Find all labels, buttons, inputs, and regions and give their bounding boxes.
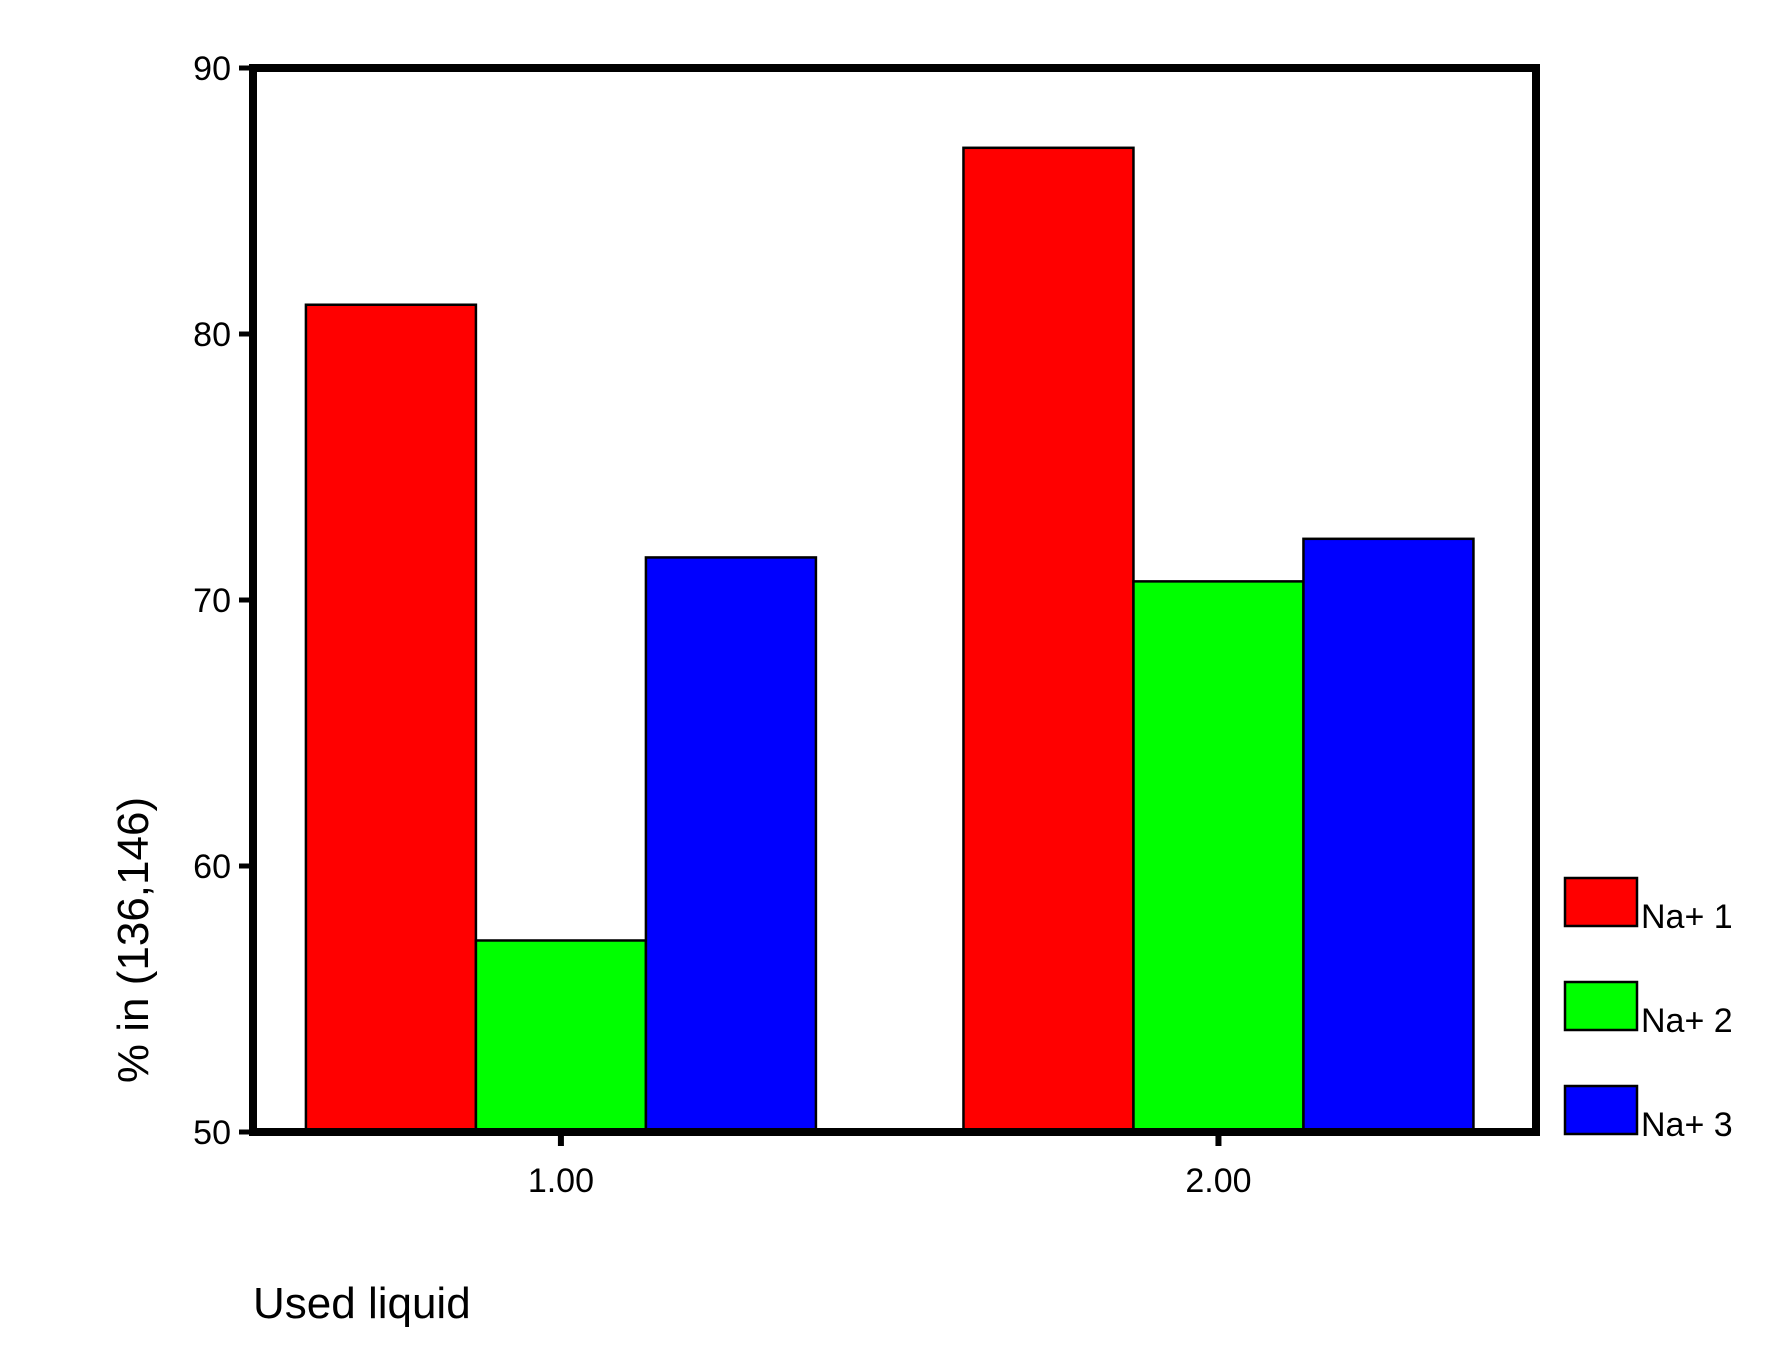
bars-layer [306, 148, 1474, 1132]
x-axis-title: Used liquid [253, 1279, 471, 1328]
bar-na-2-2-00 [1133, 581, 1303, 1132]
y-tick-label: 90 [193, 50, 231, 88]
legend-label: Na+ 2 [1641, 1002, 1733, 1040]
legend: Na+ 1 Na+ 2 Na+ 3 [1565, 878, 1733, 1144]
y-tick-label: 60 [193, 848, 231, 886]
legend-swatch [1565, 982, 1637, 1030]
y-axis: 50 60 70 80 90 [193, 50, 253, 1152]
y-tick-label: 70 [193, 582, 231, 620]
legend-label: Na+ 3 [1641, 1106, 1733, 1144]
bar-na-2-1-00 [476, 940, 646, 1132]
bar-na-3-1-00 [646, 557, 816, 1132]
y-tick-label: 50 [193, 1114, 231, 1152]
legend-swatch [1565, 1086, 1637, 1134]
y-tick-label: 80 [193, 316, 231, 354]
bar-na-1-1-00 [306, 305, 476, 1132]
x-axis: 1.00 2.00 [528, 1132, 1252, 1200]
bar-na-3-2-00 [1303, 539, 1473, 1132]
legend-label: Na+ 1 [1641, 898, 1733, 936]
y-axis-title: % in (136,146) [109, 797, 158, 1083]
x-tick-label: 2.00 [1185, 1162, 1251, 1200]
legend-swatch [1565, 878, 1637, 926]
bar-na-1-2-00 [963, 148, 1133, 1132]
x-tick-label: 1.00 [528, 1162, 594, 1200]
